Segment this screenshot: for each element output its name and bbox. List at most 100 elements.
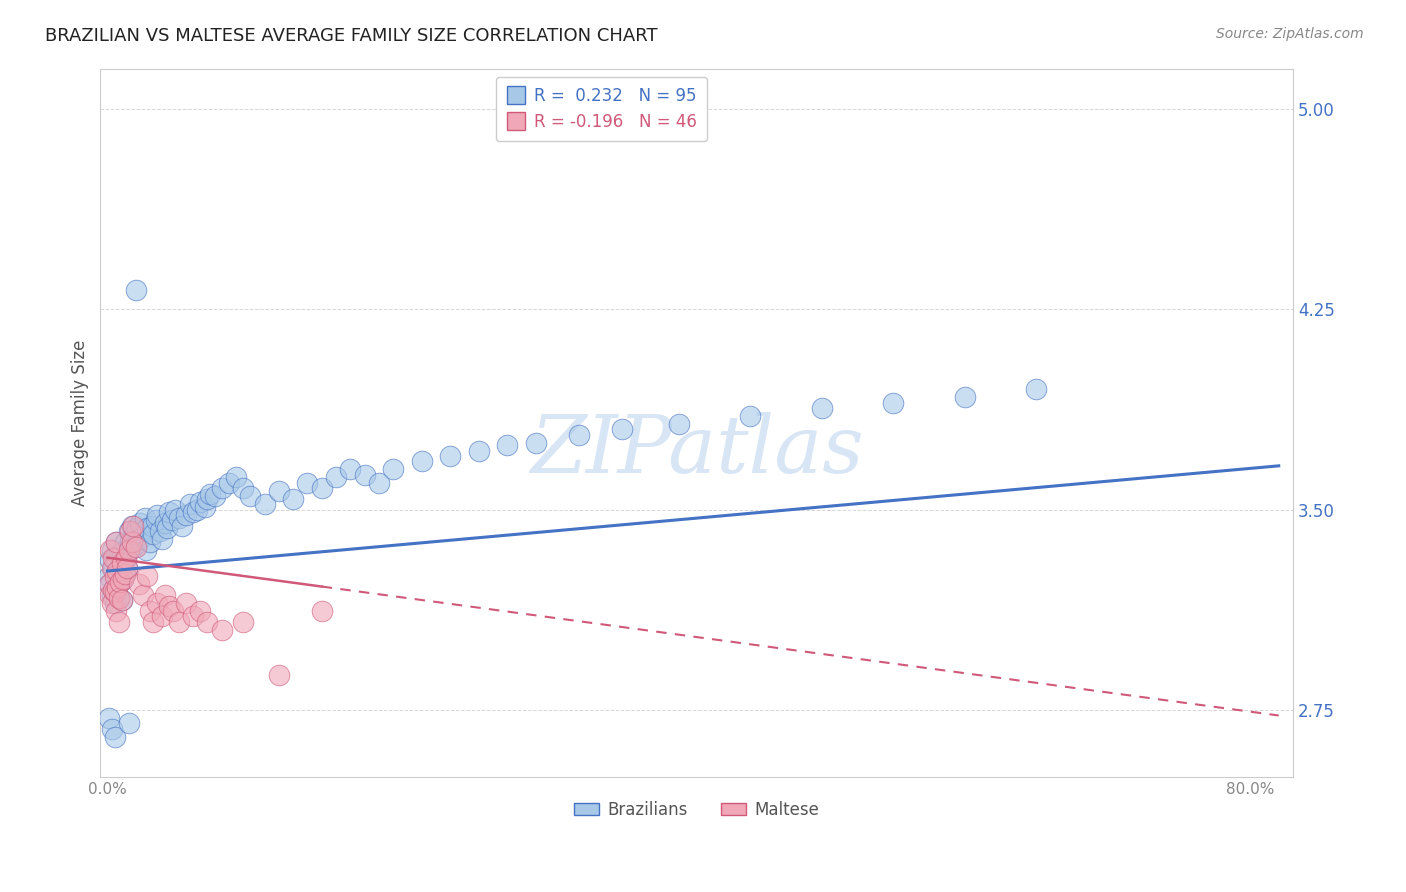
- Point: [101, 722, 124, 736]
- Point: [114, 566, 136, 581]
- Point: [128, 532, 150, 546]
- Point: [108, 591, 131, 605]
- Point: [188, 604, 211, 618]
- Point: [103, 550, 125, 565]
- Point: [101, 542, 124, 557]
- Point: [105, 534, 128, 549]
- Point: [117, 561, 139, 575]
- Point: [141, 518, 163, 533]
- Point: [112, 572, 135, 586]
- Point: [111, 556, 134, 570]
- Point: [110, 574, 132, 589]
- Point: [98, 588, 121, 602]
- Point: [129, 516, 152, 530]
- Point: [136, 569, 159, 583]
- Point: [496, 438, 519, 452]
- Point: [311, 604, 333, 618]
- Point: [139, 604, 162, 618]
- Point: [136, 521, 159, 535]
- Point: [267, 668, 290, 682]
- Point: [157, 505, 180, 519]
- Point: [118, 542, 141, 557]
- Point: [232, 481, 254, 495]
- Point: [125, 537, 148, 551]
- Point: [181, 505, 204, 519]
- Point: [142, 615, 165, 629]
- Point: [118, 542, 141, 557]
- Point: [186, 502, 208, 516]
- Point: [97, 569, 120, 583]
- Point: [160, 513, 183, 527]
- Point: [211, 481, 233, 495]
- Point: [104, 550, 127, 565]
- Point: [325, 470, 347, 484]
- Point: [194, 500, 217, 514]
- Point: [339, 462, 361, 476]
- Point: [134, 510, 156, 524]
- Point: [153, 516, 176, 530]
- Point: [103, 561, 125, 575]
- Point: [382, 462, 405, 476]
- Point: [568, 427, 591, 442]
- Point: [139, 534, 162, 549]
- Point: [120, 524, 142, 538]
- Point: [104, 596, 127, 610]
- Point: [98, 542, 121, 557]
- Point: [1025, 382, 1047, 396]
- Point: [97, 711, 120, 725]
- Point: [117, 561, 139, 575]
- Point: [524, 435, 547, 450]
- Point: [111, 593, 134, 607]
- Point: [610, 422, 633, 436]
- Point: [204, 489, 226, 503]
- Point: [135, 542, 157, 557]
- Point: [107, 564, 129, 578]
- Point: [98, 577, 121, 591]
- Point: [112, 556, 135, 570]
- Point: [439, 449, 461, 463]
- Point: [127, 521, 149, 535]
- Point: [111, 545, 134, 559]
- Point: [115, 550, 138, 565]
- Point: [668, 417, 690, 431]
- Point: [174, 508, 197, 522]
- Point: [353, 467, 375, 482]
- Point: [112, 572, 135, 586]
- Point: [111, 593, 134, 607]
- Point: [162, 604, 184, 618]
- Point: [146, 508, 169, 522]
- Point: [174, 596, 197, 610]
- Point: [107, 564, 129, 578]
- Point: [128, 577, 150, 591]
- Legend: Brazilians, Maltese: Brazilians, Maltese: [568, 794, 825, 825]
- Point: [132, 529, 155, 543]
- Point: [200, 486, 222, 500]
- Point: [105, 534, 128, 549]
- Text: ZIPatlas: ZIPatlas: [530, 412, 863, 490]
- Point: [115, 550, 138, 565]
- Point: [98, 553, 121, 567]
- Point: [132, 588, 155, 602]
- Point: [953, 390, 976, 404]
- Point: [468, 443, 491, 458]
- Point: [232, 615, 254, 629]
- Point: [118, 524, 141, 538]
- Point: [104, 730, 127, 744]
- Y-axis label: Average Family Size: Average Family Size: [72, 340, 89, 506]
- Point: [121, 518, 143, 533]
- Point: [114, 534, 136, 549]
- Point: [156, 521, 179, 535]
- Point: [108, 591, 131, 605]
- Point: [167, 510, 190, 524]
- Point: [103, 582, 125, 597]
- Text: Source: ZipAtlas.com: Source: ZipAtlas.com: [1216, 27, 1364, 41]
- Point: [104, 585, 127, 599]
- Point: [218, 475, 240, 490]
- Point: [105, 604, 128, 618]
- Point: [125, 284, 148, 298]
- Point: [211, 623, 233, 637]
- Text: BRAZILIAN VS MALTESE AVERAGE FAMILY SIZE CORRELATION CHART: BRAZILIAN VS MALTESE AVERAGE FAMILY SIZE…: [45, 27, 658, 45]
- Point: [188, 494, 211, 508]
- Point: [810, 401, 832, 415]
- Point: [121, 534, 143, 549]
